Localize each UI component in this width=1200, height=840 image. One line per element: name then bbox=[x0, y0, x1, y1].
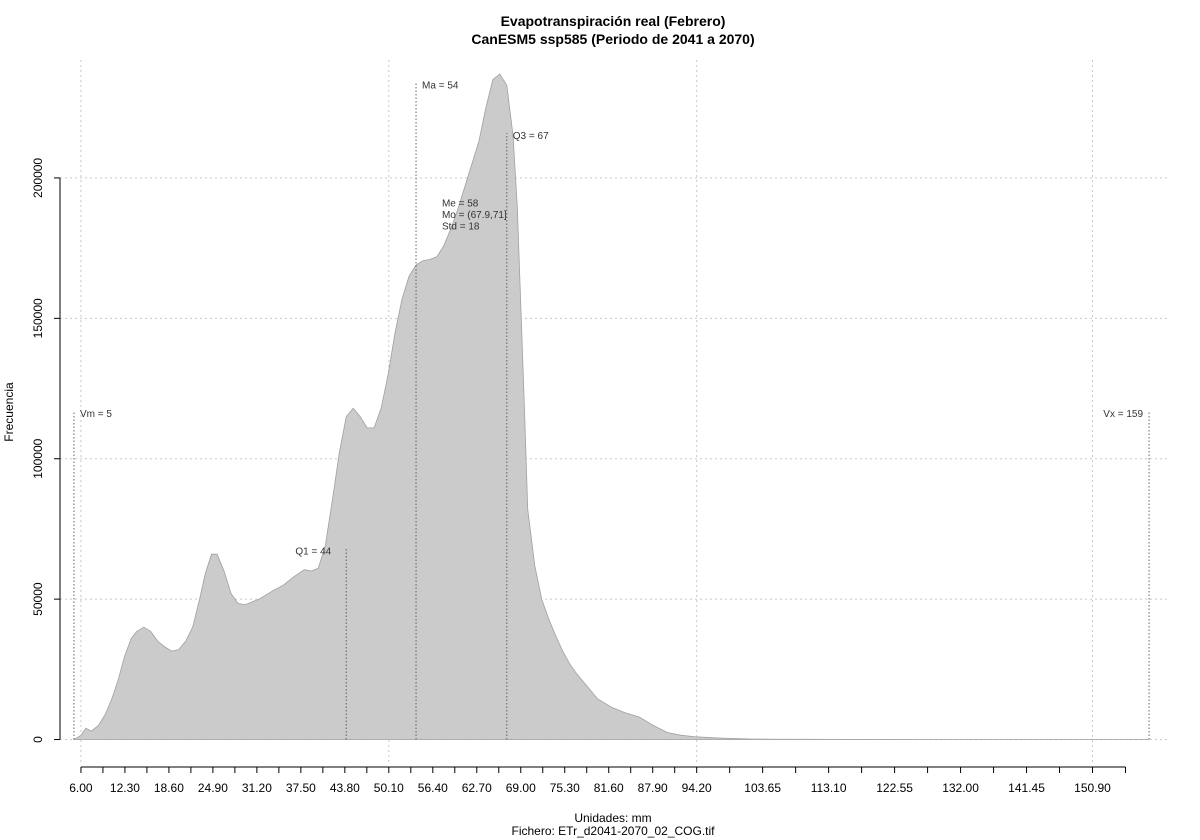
x-tick-label: 87.90 bbox=[638, 781, 668, 795]
x-tick-label: 37.50 bbox=[286, 781, 316, 795]
x-tick-label: 62.70 bbox=[462, 781, 492, 795]
x-tick-label: 81.60 bbox=[594, 781, 624, 795]
y-tick-label: 200000 bbox=[31, 158, 45, 198]
x-tick-label: 113.10 bbox=[811, 781, 847, 795]
axes-layer: 0 50000 100000 150000 200000 6.00 12.30 18.60 24… bbox=[31, 158, 1126, 795]
stat-label: Vx = 159 bbox=[1103, 409, 1143, 420]
x-tick-label: 12.30 bbox=[110, 781, 140, 795]
stat-label: Vm = 5 bbox=[80, 409, 112, 420]
y-tick-label: 100000 bbox=[31, 438, 45, 478]
stats-annotation-line: Mo = (67.9,71] bbox=[442, 210, 507, 221]
area-layer bbox=[72, 73, 1150, 740]
x-tick-label: 150.90 bbox=[1074, 781, 1111, 795]
x-tick-label: 50.10 bbox=[374, 781, 404, 795]
stats-annotation-line: Me = 58 bbox=[442, 198, 479, 209]
x-tick-label: 6.00 bbox=[69, 781, 93, 795]
x-tick-label: 69.00 bbox=[506, 781, 536, 795]
file-caption: Fichero: ETr_d2041-2070_02_COG.tif bbox=[512, 824, 716, 838]
x-tick-label: 122.55 bbox=[876, 781, 913, 795]
x-tick-label: 132.00 bbox=[942, 781, 979, 795]
x-tick-label: 18.60 bbox=[154, 781, 184, 795]
y-tick-label: 50000 bbox=[31, 582, 45, 616]
y-tick-label: 0 bbox=[31, 736, 45, 743]
y-tick-label: 150000 bbox=[31, 298, 45, 338]
x-tick-label: 141.45 bbox=[1008, 781, 1045, 795]
x-tick-label: 75.30 bbox=[550, 781, 580, 795]
vline-layer: Vm = 5 Q1 = 44 Ma = 54 Q3 = 67 Vx = 159 Me = … bbox=[73, 80, 1150, 740]
stat-label: Q3 = 67 bbox=[513, 131, 549, 142]
x-tick-label: 43.80 bbox=[330, 781, 360, 795]
stat-label: Ma = 54 bbox=[422, 80, 459, 91]
stat-label: Q1 = 44 bbox=[295, 547, 331, 558]
chart-title: Evapotranspiración real (Febrero) bbox=[501, 13, 726, 29]
x-axis-title: Unidades: mm bbox=[574, 811, 651, 825]
chart-subtitle: CanESM5 ssp585 (Periodo de 2041 a 2070) bbox=[471, 31, 754, 47]
x-tick-label: 31.20 bbox=[242, 781, 272, 795]
x-tick-label: 103.65 bbox=[744, 781, 781, 795]
density-area bbox=[72, 73, 1150, 740]
x-tick-label: 56.40 bbox=[418, 781, 448, 795]
stats-annotation-line: Std = 18 bbox=[442, 221, 480, 232]
grid-layer bbox=[60, 60, 1170, 762]
x-tick-label: 94.20 bbox=[682, 781, 712, 795]
y-axis-title: Frecuencia bbox=[2, 382, 16, 442]
x-tick-label: 24.90 bbox=[198, 781, 228, 795]
